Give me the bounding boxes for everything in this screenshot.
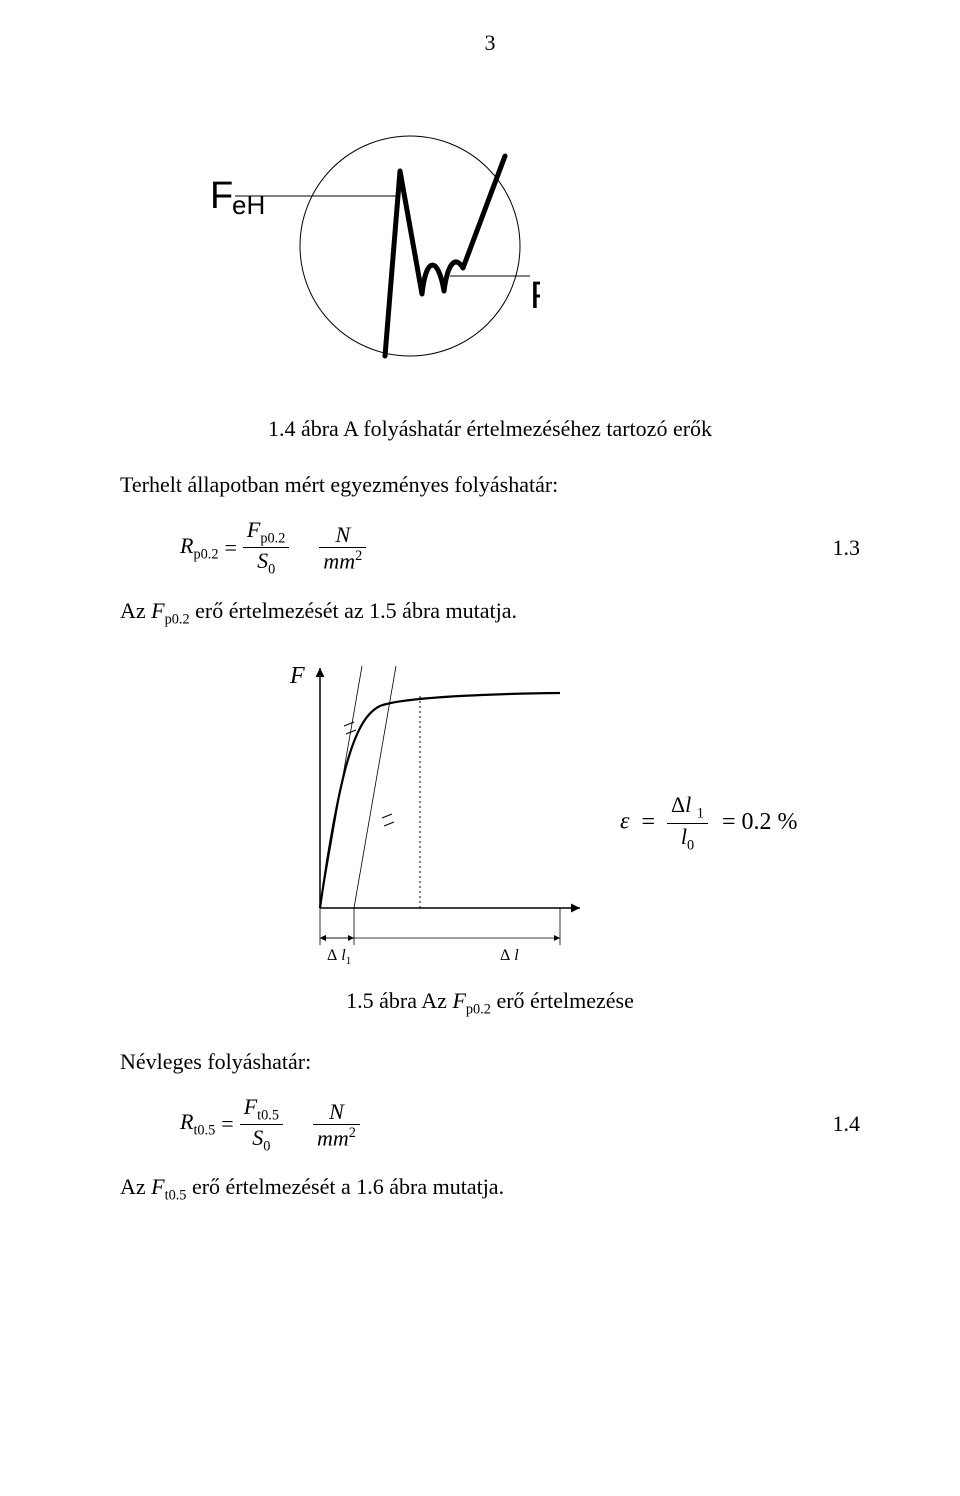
figure-2-caption: 1.5 ábra Az Fp0.2 erő értelmezése [120,988,860,1018]
figure-2: Δ l1 Δ l F [260,648,600,968]
svg-text:F: F [289,663,305,689]
body-text-1: Terhelt állapotban mért egyezményes foly… [120,472,860,498]
eq1-units: N mm2 [319,523,366,573]
body-text-2: Az Fp0.2 erő értelmezését az 1.5 ábra mu… [120,598,860,628]
figure-2-wrap: Δ l1 Δ l F ε = Δl 1 l0 = 0.2 % [260,648,860,968]
eq1-R-sub: p0.2 [193,546,218,562]
figure-2-side-equation: ε = Δl 1 l0 = 0.2 % [620,793,797,853]
eq2-R-sub: t0.5 [193,1123,215,1139]
body-text-4: Az Ft0.5 erő értelmezését a 1.6 ábra mut… [120,1174,860,1204]
eq1-frac1: Fp0.2 S0 [243,518,289,578]
page: 3 FeHFeL 1.4 ábra A folyáshatár értelmez… [0,0,960,1496]
equation-1-3: Rp0.2 = Fp0.2 S0 N mm2 1.3 [120,518,860,578]
eq1-number: 1.3 [833,535,861,561]
figure-1: FeHFeL [160,96,540,386]
svg-text:F: F [210,175,233,217]
eq1-R: R [180,533,193,558]
svg-text:Δ l: Δ l [500,947,519,964]
svg-text:eH: eH [232,190,265,220]
page-number: 3 [120,30,860,56]
svg-text:Δ l1: Δ l1 [327,947,351,967]
eq2-units: N mm2 [313,1100,360,1150]
eq2-R: R [180,1109,193,1134]
eq2-number: 1.4 [833,1111,861,1137]
figure-1-caption: 1.4 ábra A folyáshatár értelmezéséhez ta… [120,416,860,442]
svg-text:F: F [530,275,540,317]
equation-1-4: Rt0.5 = Ft0.5 S0 N mm2 1.4 [120,1095,860,1155]
eq2-frac1: Ft0.5 S0 [240,1095,283,1155]
body-text-3: Névleges folyáshatár: [120,1049,860,1075]
